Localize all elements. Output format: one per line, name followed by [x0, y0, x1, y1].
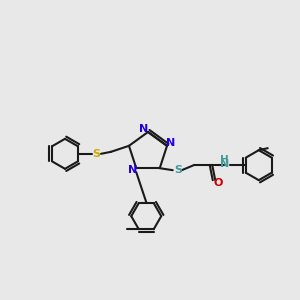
- Text: N: N: [167, 138, 176, 148]
- Text: H: H: [220, 155, 229, 165]
- Text: N: N: [220, 159, 230, 169]
- Text: S: S: [92, 149, 100, 159]
- Text: N: N: [128, 165, 137, 175]
- Text: S: S: [174, 165, 182, 175]
- Text: N: N: [140, 124, 148, 134]
- Text: O: O: [213, 178, 222, 188]
